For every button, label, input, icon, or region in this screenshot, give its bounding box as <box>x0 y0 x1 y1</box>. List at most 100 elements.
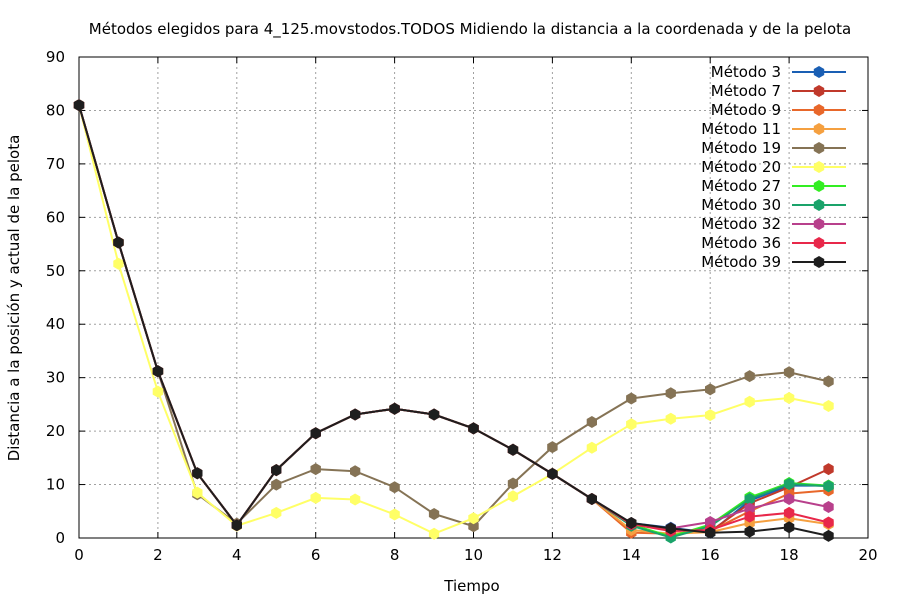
data-point <box>626 418 637 431</box>
y-tick-label: 80 <box>46 101 65 119</box>
data-point <box>192 486 203 499</box>
data-point <box>152 385 164 398</box>
y-tick-label: 20 <box>46 422 65 440</box>
data-point <box>310 491 321 504</box>
grid-lines <box>79 57 868 538</box>
data-point <box>468 520 479 533</box>
x-tick-label: 20 <box>858 546 877 564</box>
data-point <box>389 481 400 494</box>
x-tick-label: 8 <box>390 546 400 564</box>
series-11 <box>73 99 834 542</box>
x-tick-label: 4 <box>232 546 242 564</box>
legend-swatch-marker <box>813 66 825 78</box>
data-point <box>783 478 795 490</box>
data-point <box>626 517 637 529</box>
data-point <box>665 387 676 400</box>
data-point <box>823 516 834 529</box>
data-point <box>547 441 558 454</box>
x-tick-label: 2 <box>153 546 163 564</box>
data-point <box>823 375 834 388</box>
data-point <box>626 392 637 405</box>
series-line <box>78 104 829 537</box>
data-point <box>310 463 321 476</box>
legend-label: Método 36 <box>701 234 781 252</box>
legend-swatch-marker <box>813 237 825 249</box>
data-point <box>744 370 755 383</box>
data-point <box>310 427 321 440</box>
legend-swatch-marker <box>813 218 825 230</box>
series-6 <box>73 99 834 540</box>
data-point <box>113 236 124 249</box>
y-tick-label: 30 <box>46 369 65 387</box>
data-point <box>271 478 282 491</box>
legend-swatch-marker <box>813 256 825 268</box>
data-point <box>231 519 242 532</box>
data-point <box>73 99 85 112</box>
data-point <box>705 516 716 528</box>
x-tick-label: 12 <box>543 546 562 564</box>
legend-swatch-marker <box>813 180 825 192</box>
data-point <box>271 464 282 477</box>
series-line <box>78 104 829 535</box>
y-tick-label: 60 <box>46 208 65 226</box>
data-point <box>823 463 834 476</box>
x-tick-label: 16 <box>701 546 720 564</box>
x-tick-label: 10 <box>464 546 483 564</box>
data-point <box>783 392 795 404</box>
data-point <box>744 525 755 538</box>
legend-swatch-marker <box>813 142 825 154</box>
legend-swatch-marker <box>813 199 825 211</box>
y-tick-label: 0 <box>55 529 65 547</box>
y-tick-label: 10 <box>46 476 65 494</box>
data-point <box>350 408 361 421</box>
data-point <box>428 508 440 520</box>
data-point <box>350 493 361 506</box>
data-point <box>428 527 440 540</box>
legend-label: Método 3 <box>711 63 781 81</box>
data-point <box>350 465 361 478</box>
data-point <box>507 477 519 490</box>
x-tick-label: 14 <box>622 546 641 564</box>
data-point <box>192 467 203 480</box>
data-point <box>744 493 755 505</box>
data-point <box>665 522 676 535</box>
y-tick-label: 90 <box>46 48 65 66</box>
x-tick-label: 6 <box>311 546 321 564</box>
y-tick-label: 50 <box>46 262 65 280</box>
y-tick-label: 40 <box>46 315 65 333</box>
data-point <box>744 510 755 523</box>
data-point <box>823 400 834 412</box>
legend-label: Método 19 <box>701 139 781 157</box>
data-point <box>705 383 716 396</box>
data-point <box>744 395 755 408</box>
legend-label: Método 39 <box>701 253 781 271</box>
data-point <box>547 467 558 480</box>
legend-swatch-marker <box>813 161 825 173</box>
data-point <box>507 443 519 456</box>
data-point <box>705 409 716 422</box>
legend-swatch-marker <box>813 104 825 116</box>
data-point <box>271 506 282 519</box>
data-point <box>113 257 124 270</box>
y-tick-label: 70 <box>46 155 65 173</box>
legend-label: Método 7 <box>711 82 781 100</box>
legend-label: Método 11 <box>701 120 781 138</box>
data-point <box>744 502 755 515</box>
data-point <box>586 441 597 454</box>
data-point <box>468 512 479 525</box>
data-point <box>468 422 479 435</box>
data-point <box>507 490 519 503</box>
axes: 0 2 4 6 8 10 12 14 16 18 20 0 10 20 30 40 50 60 70 80 90 <box>46 48 878 564</box>
data-point <box>783 506 795 519</box>
data-point <box>705 526 716 539</box>
legend-label: Método 20 <box>701 158 781 176</box>
data-point <box>428 408 440 421</box>
data-point <box>586 493 597 505</box>
x-axis-title: Tiempo <box>443 577 499 595</box>
data-point <box>823 501 834 513</box>
data-point <box>586 416 597 428</box>
data-point <box>783 521 795 534</box>
legend-swatch-marker <box>813 85 825 97</box>
